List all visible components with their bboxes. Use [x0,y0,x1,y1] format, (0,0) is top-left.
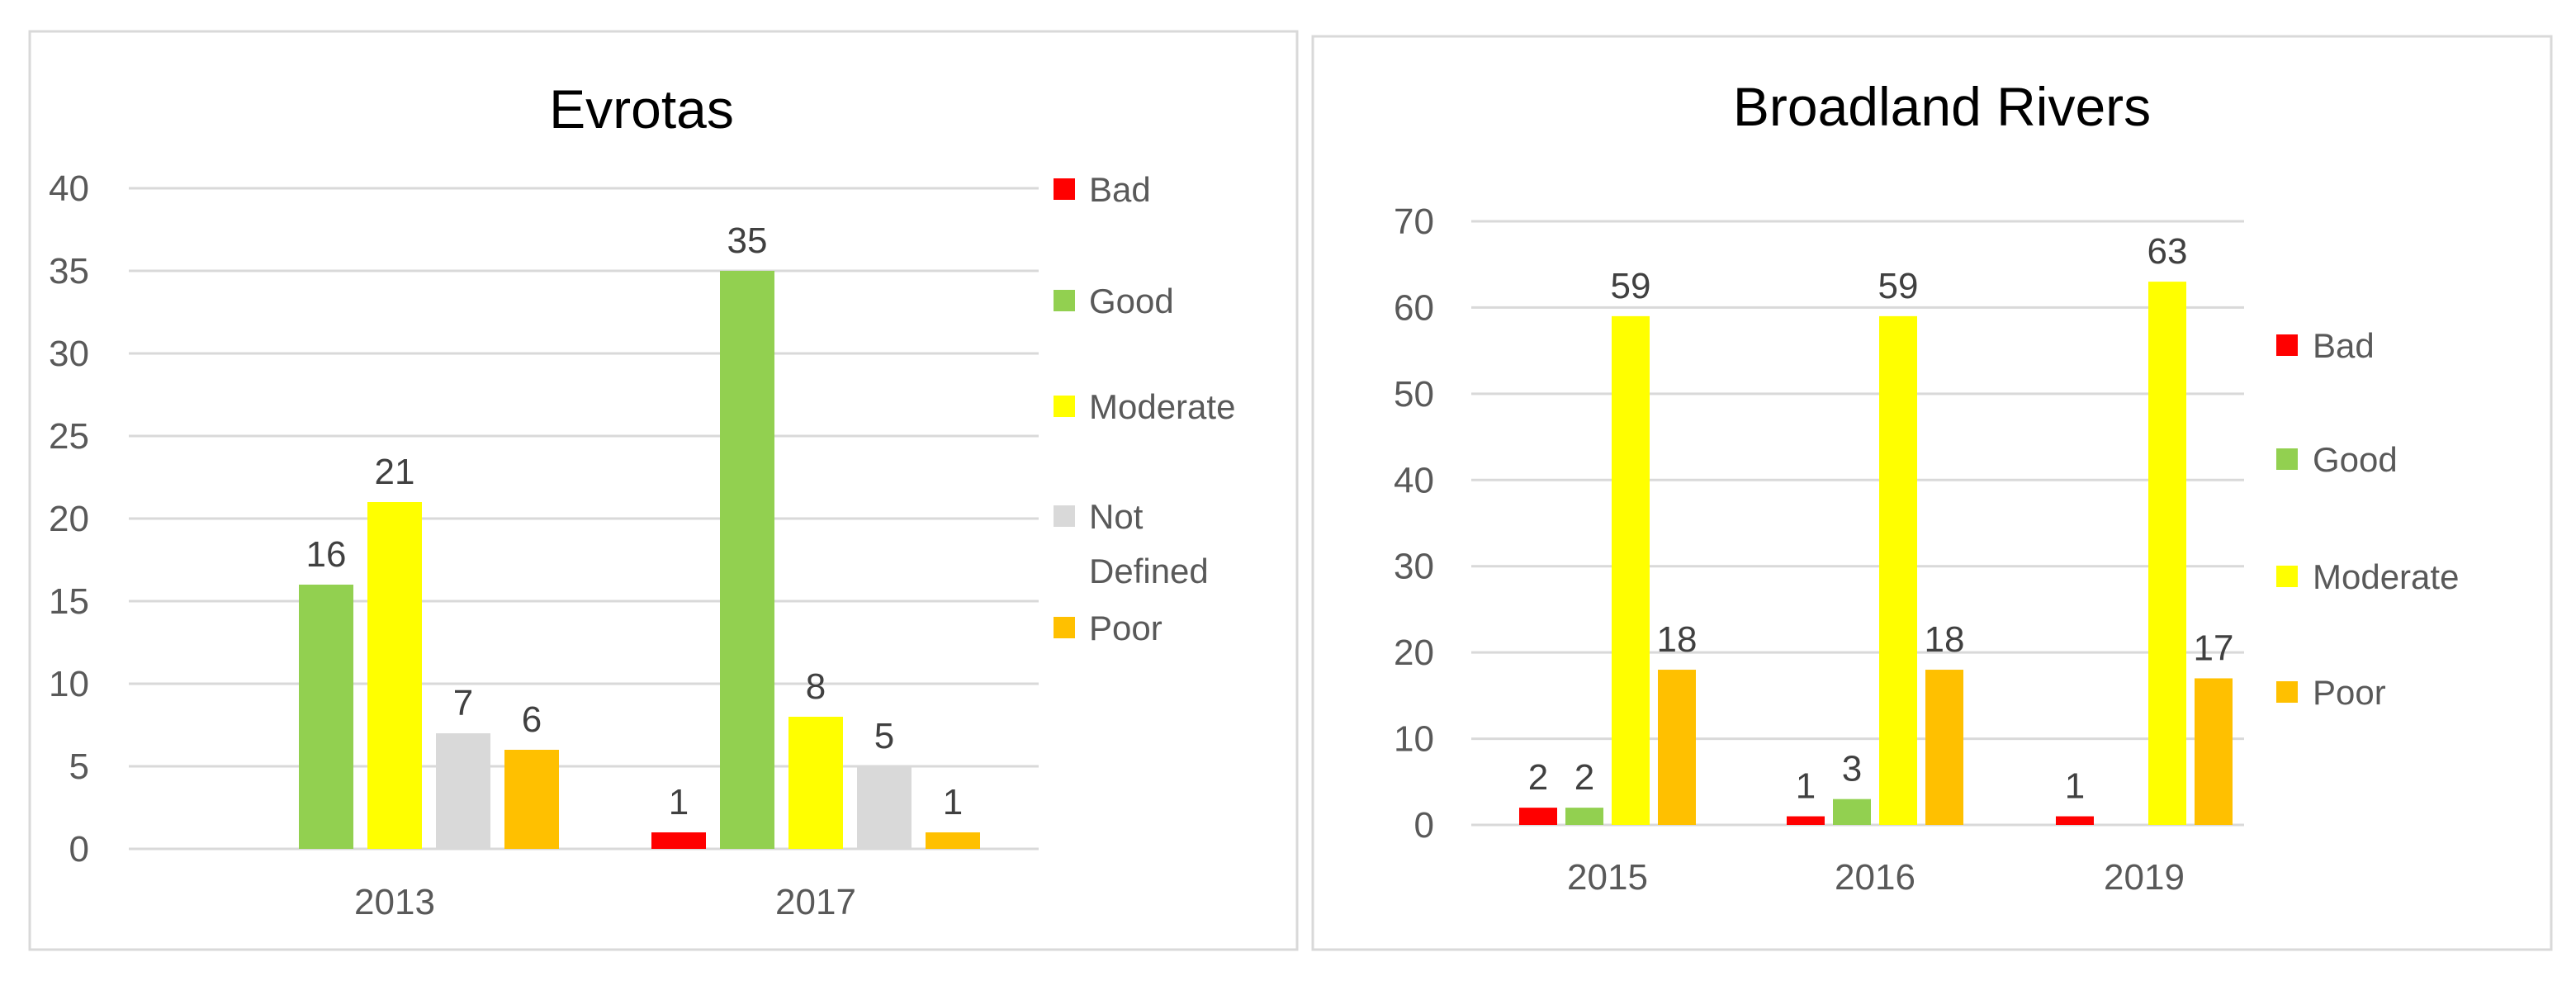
bar-moderate-2016 [1879,315,1917,825]
legend-label-not-defined: Not Defined [1089,497,1209,590]
y-tick-label: 5 [69,746,89,787]
bar-poor-2013 [504,750,559,849]
data-label-good-2015: 2 [1574,757,1594,798]
legend-broadland-rivers: Bad Good Moderate Poor [2276,326,2459,712]
bar-not-defined-2013 [436,733,490,849]
bars-evrotas [299,271,980,849]
data-label-good-2013: 16 [306,534,347,575]
bar-poor-2017 [926,832,980,849]
bar-good-2015 [1565,808,1603,825]
legend-swatch-poor [2276,681,2298,703]
data-label-moderate-2016: 59 [1878,266,1919,306]
y-tick-label: 25 [49,416,89,457]
legend-swatch-not-defined [1054,505,1075,527]
x-axis-evrotas: 2013 2017 [354,882,856,922]
x-tick-label-2013: 2013 [354,882,435,922]
y-tick-label: 20 [49,499,89,539]
chart-title-evrotas: Evrotas [549,78,734,140]
chart-title-broadland-rivers: Broadland Rivers [1733,76,2151,137]
data-label-moderate-2015: 59 [1611,266,1651,306]
data-label-bad-2016: 1 [1796,766,1816,807]
data-label-not-defined-2017: 5 [874,716,894,756]
legend-label-moderate: Moderate [2313,557,2459,596]
x-tick-label-2017: 2017 [775,882,856,922]
data-label-bad-2019: 1 [2065,766,2085,807]
data-label-moderate-2017: 8 [806,666,826,707]
y-tick-label: 10 [1394,719,1434,760]
bar-poor-2016 [1925,670,1963,825]
legend-swatch-good [2276,448,2298,470]
x-tick-label-2019: 2019 [2104,857,2185,898]
y-tick-label: 35 [49,251,89,291]
bar-moderate-2013 [367,502,422,849]
chart-evrotas: Evrotas 0 5 10 15 20 25 30 35 40 16 21 7 6 1 35 8 5 1 20… [28,30,1299,951]
legend-swatch-bad [1054,178,1075,200]
legend-label-bad: Bad [1089,170,1151,209]
data-label-good-2016: 3 [1842,749,1862,789]
y-tick-label: 40 [49,168,89,209]
chart-broadland-rivers: Broadland Rivers 0 10 20 30 40 50 60 70 2 2 59 18 1… [1311,35,2553,951]
data-label-bad-2015: 2 [1528,757,1548,798]
y-axis-evrotas: 0 5 10 15 20 25 30 35 40 [49,168,89,870]
grid-evrotas [129,187,1039,851]
bar-good-2013 [299,585,353,849]
bar-not-defined-2017 [857,766,912,849]
y-tick-label: 40 [1394,460,1434,500]
legend-swatch-good [1054,290,1075,311]
data-label-not-defined-2013: 7 [453,683,473,723]
bar-moderate-2019 [2148,282,2186,826]
data-label-bad-2017: 1 [669,782,689,822]
legend-swatch-moderate [2276,566,2298,587]
legend-label-bad: Bad [2313,326,2375,365]
y-tick-label: 0 [1414,805,1434,846]
legend-label-good: Good [2313,440,2398,479]
y-tick-label: 60 [1394,287,1434,328]
y-tick-label: 30 [49,334,89,374]
legend-evrotas: Bad Good Moderate Not Defined Poor [1054,170,1235,647]
bar-bad-2015 [1519,808,1557,825]
data-labels-evrotas: 16 21 7 6 1 35 8 5 1 [306,220,964,822]
y-tick-label: 15 [49,581,89,622]
bar-poor-2019 [2195,678,2233,825]
legend-swatch-poor [1054,617,1075,638]
bar-moderate-2015 [1612,315,1650,825]
grid-broadland-rivers [1471,220,2244,827]
y-tick-label: 0 [69,829,89,870]
y-tick-label: 10 [49,664,89,704]
legend-label-poor: Poor [2313,673,2386,712]
data-label-poor-2015: 18 [1657,619,1698,660]
legend-swatch-moderate [1054,396,1075,417]
legend-swatch-bad [2276,334,2298,356]
bar-moderate-2017 [788,717,843,849]
legend-label-poor: Poor [1089,609,1163,647]
bar-good-2017 [720,271,774,849]
bar-bad-2016 [1787,816,1825,825]
x-axis-broadland-rivers: 2015 2016 2019 [1567,857,2185,898]
x-tick-label-2016: 2016 [1835,857,1915,898]
data-label-poor-2013: 6 [522,699,542,740]
y-axis-broadland-rivers: 0 10 20 30 40 50 60 70 [1394,201,1434,846]
bars-broadland-rivers [1519,282,2233,826]
y-tick-label: 30 [1394,547,1434,587]
y-tick-label: 50 [1394,374,1434,415]
chart-frame-evrotas [28,30,1299,951]
data-label-poor-2016: 18 [1925,619,1965,660]
y-tick-label: 70 [1394,201,1434,242]
bar-bad-2017 [651,832,706,849]
legend-label-moderate: Moderate [1089,387,1235,426]
y-tick-label: 20 [1394,633,1434,673]
x-tick-label-2015: 2015 [1567,857,1648,898]
data-label-good-2017: 35 [727,220,768,261]
legend-label-good: Good [1089,282,1174,320]
bar-poor-2015 [1658,670,1696,825]
bar-good-2016 [1833,799,1871,825]
data-label-moderate-2013: 21 [375,452,415,492]
data-label-poor-2019: 17 [2194,628,2234,668]
data-label-poor-2017: 1 [943,782,963,822]
bar-bad-2019 [2056,816,2094,825]
data-label-moderate-2019: 63 [2147,231,2188,272]
